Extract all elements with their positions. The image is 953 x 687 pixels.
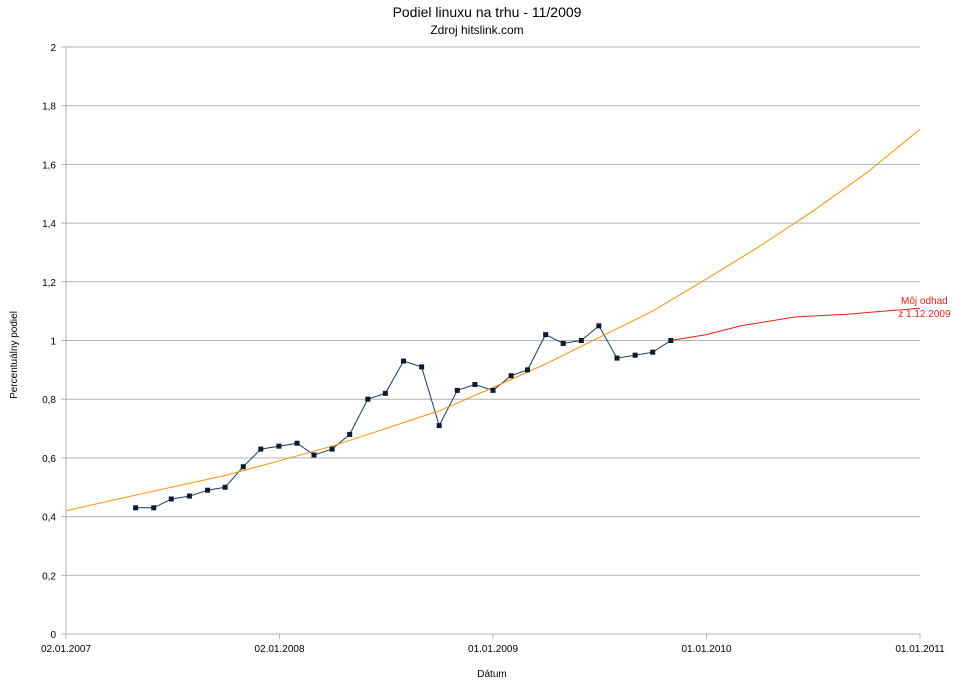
chart-title: Podiel linuxu na trhu - 11/2009 <box>393 4 582 20</box>
y-tick-label: 1,6 <box>42 160 56 171</box>
data-point <box>578 338 584 343</box>
data-point <box>668 338 674 343</box>
x-axis <box>65 47 921 639</box>
data-point <box>240 464 246 470</box>
data-point <box>525 367 531 373</box>
data-point <box>276 443 282 449</box>
data-point <box>632 352 638 358</box>
data-point <box>168 496 174 502</box>
y-axis-label: Percentuálny podiel <box>9 311 20 399</box>
x-tick-label: 02.01.2008 <box>254 644 304 655</box>
data-point <box>543 332 549 338</box>
estimate-line <box>670 307 921 341</box>
annotation: Môj odhad z 1.12.2009 <box>898 296 951 320</box>
x-tick-labels: 02.01.2007 02.01.2008 01.01.2009 01.01.2010… <box>41 644 945 655</box>
data-point <box>205 487 211 493</box>
data-point <box>650 349 656 355</box>
annotation-text: z 1.12.2009 <box>898 309 951 320</box>
y-tick-label: 1,4 <box>42 219 56 230</box>
y-tick-label: 0,8 <box>42 395 56 406</box>
x-tick-label: 02.01.2007 <box>41 644 91 655</box>
data-point <box>329 446 335 452</box>
x-tick-label: 01.01.2011 <box>895 644 945 655</box>
data-point <box>436 423 442 429</box>
data-point <box>311 452 317 458</box>
data-point <box>560 340 566 346</box>
data-point <box>472 382 478 388</box>
data-point <box>347 431 353 437</box>
data-point <box>382 390 388 396</box>
y-tick-label: 2 <box>50 43 56 54</box>
y-tick-label: 0,2 <box>42 571 56 582</box>
grid <box>61 46 920 635</box>
data-point <box>186 493 192 499</box>
data-point <box>596 323 602 329</box>
data-point <box>419 364 425 370</box>
data-point <box>490 387 496 393</box>
data-point <box>508 373 514 379</box>
plot-lines <box>65 128 921 512</box>
data-point <box>222 484 228 490</box>
plot-markers <box>133 323 674 511</box>
data-point <box>133 505 139 511</box>
x-axis-label: Dátum <box>477 669 506 680</box>
data-point <box>151 505 157 511</box>
y-tick-label: 1 <box>50 337 56 348</box>
y-tick-label: 1,2 <box>42 278 56 289</box>
data-point <box>258 446 264 452</box>
data-point <box>614 355 620 361</box>
data-point <box>294 440 300 446</box>
trend-line <box>65 128 921 512</box>
x-tick-label: 01.01.2010 <box>681 644 731 655</box>
y-tick-label: 0,6 <box>42 454 56 465</box>
data-point <box>454 387 460 393</box>
y-tick-label: 0 <box>50 630 56 641</box>
annotation-text: Môj odhad <box>901 296 948 307</box>
x-tick-label: 01.01.2009 <box>468 644 518 655</box>
y-tick-label: 1,8 <box>42 102 56 113</box>
data-line <box>135 325 672 509</box>
chart-subtitle: Zdroj hitslink.com <box>430 23 523 37</box>
data-point <box>365 396 371 402</box>
y-tick-labels: 0 0,2 0,4 0,6 0,8 1 1,2 1,4 1,6 1,8 2 <box>42 43 56 641</box>
data-point <box>401 358 407 364</box>
y-tick-label: 0,4 <box>42 513 56 524</box>
